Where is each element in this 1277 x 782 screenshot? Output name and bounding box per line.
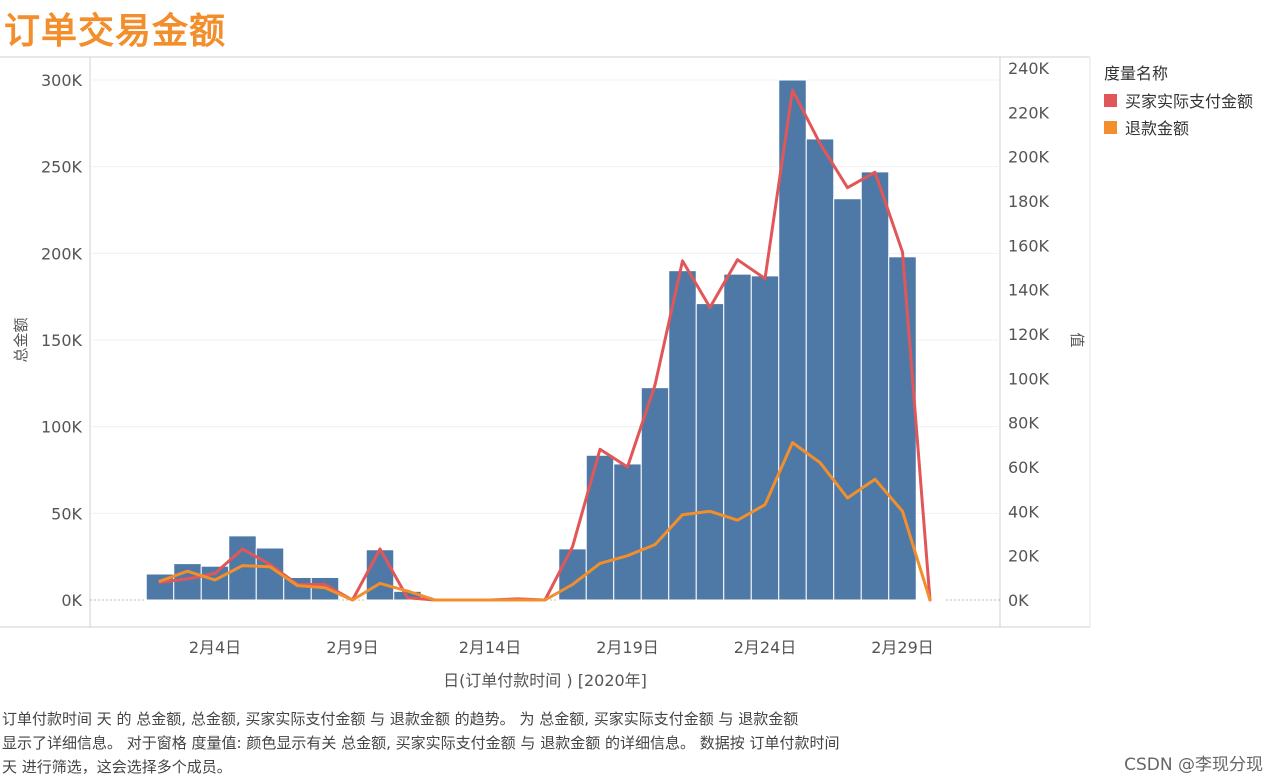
y-right-tick-label: 220K xyxy=(1008,103,1050,122)
y-right-tick-label: 60K xyxy=(1008,458,1039,477)
bar xyxy=(888,256,917,601)
y-right-tick-label: 140K xyxy=(1008,281,1050,300)
axes: 0K 50K 100K 150K 200K 250K 300K 0K 20K 40K 60K 80K 1… xyxy=(12,59,1086,690)
y-left-tick-label: 300K xyxy=(41,71,83,90)
x-axis-title: 日(订单付款时间 ) [2020年] xyxy=(443,671,647,690)
legend-swatch-buyer-paid xyxy=(1104,93,1117,107)
y-left-tick-label: 150K xyxy=(41,331,83,350)
y-right-tick-label: 120K xyxy=(1008,325,1050,344)
line-series xyxy=(158,88,932,602)
bar xyxy=(778,79,807,601)
bar xyxy=(723,273,752,601)
chart-frame xyxy=(0,56,1091,628)
legend-label-refund: 退款金额 xyxy=(1125,119,1190,138)
legend-label-buyer-paid: 买家实际支付金额 xyxy=(1125,92,1254,111)
y-right-tick-label: 160K xyxy=(1008,236,1050,255)
bar xyxy=(750,275,780,601)
y-right-tick-label: 200K xyxy=(1008,148,1050,167)
y-right-tick-label: 100K xyxy=(1008,369,1050,388)
legend-swatch-refund xyxy=(1104,120,1117,134)
y-right-tick-label: 20K xyxy=(1008,547,1039,566)
y-left-tick-label: 200K xyxy=(41,244,83,263)
legend: 度量名称 买家实际支付金额 退款金额 xyxy=(1104,60,1253,142)
chart-title: 订单交易金额 xyxy=(4,11,227,52)
bar xyxy=(228,535,257,601)
caption-line: 订单付款时间 天 的 总金额, 总金额, 买家实际支付金额 与 退款金额 的趋势… xyxy=(2,710,799,728)
y-right-tick-label: 40K xyxy=(1008,502,1039,521)
x-tick-label: 2月29日 xyxy=(871,638,934,657)
y-right-tick-label: 0K xyxy=(1008,591,1029,610)
x-tick-label: 2月24日 xyxy=(734,638,797,657)
bar xyxy=(558,548,587,601)
y-left-tick-label: 50K xyxy=(51,504,82,523)
bar xyxy=(585,454,615,601)
bar xyxy=(173,563,202,601)
bar xyxy=(805,138,835,601)
bar xyxy=(668,270,697,601)
caption-line: 显示了详细信息。 对于窗格 度量值: 颜色显示有关 总金额, 买家实际支付金额 … xyxy=(2,734,840,752)
bar xyxy=(833,198,862,601)
x-tick-label: 2月14日 xyxy=(459,638,522,657)
y-right-tick-label: 180K xyxy=(1008,192,1050,211)
chart-canvas: 0K 50K 100K 150K 200K 250K 300K 0K 20K 40K 60K 80K 1… xyxy=(0,56,1091,690)
series-line xyxy=(158,441,932,602)
caption-line: 天 进行筛选，这会选择多个成员。 xyxy=(2,758,232,776)
y-left-tick-label: 100K xyxy=(41,418,83,437)
y-left-tick-label: 0K xyxy=(61,591,82,610)
bar xyxy=(640,387,670,601)
bar xyxy=(283,576,312,601)
legend-item-buyer-paid[interactable]: 买家实际支付金额 xyxy=(1104,88,1253,112)
legend-item-refund[interactable]: 退款金额 xyxy=(1104,115,1253,139)
bar xyxy=(695,303,725,601)
watermark: CSDN @李现分现 xyxy=(1124,755,1263,775)
x-tick-label: 2月4日 xyxy=(189,638,241,657)
bar xyxy=(860,171,890,601)
bar xyxy=(613,463,642,601)
bar xyxy=(200,565,230,601)
chart-caption: 订单付款时间 天 的 总金额, 总金额, 买家实际支付金额 与 退款金额 的趋势… xyxy=(2,707,1002,779)
y-right-axis-title: 值 xyxy=(1068,332,1086,347)
y-right-tick-label: 240K xyxy=(1008,59,1050,78)
y-left-tick-label: 250K xyxy=(41,158,83,177)
bar xyxy=(365,549,395,601)
y-left-axis-title: 总金额 xyxy=(12,317,30,362)
x-tick-label: 2月19日 xyxy=(596,638,659,657)
legend-title: 度量名称 xyxy=(1104,64,1169,83)
y-right-tick-label: 80K xyxy=(1008,414,1039,433)
x-tick-label: 2月9日 xyxy=(326,638,378,657)
